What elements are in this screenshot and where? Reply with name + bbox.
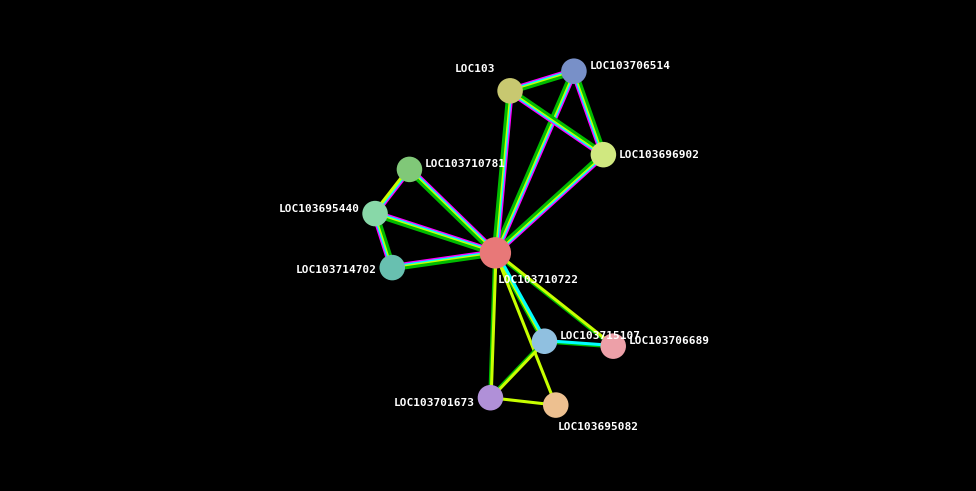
Text: LOC103715107: LOC103715107 bbox=[560, 331, 641, 341]
Circle shape bbox=[498, 78, 523, 104]
Text: LOC103: LOC103 bbox=[455, 64, 496, 74]
Text: LOC103696902: LOC103696902 bbox=[619, 150, 700, 160]
Text: LOC103706689: LOC103706689 bbox=[629, 336, 710, 346]
Circle shape bbox=[362, 201, 387, 226]
Text: LOC103714702: LOC103714702 bbox=[296, 265, 377, 275]
Circle shape bbox=[479, 237, 511, 269]
Text: LOC103695082: LOC103695082 bbox=[558, 422, 639, 432]
Circle shape bbox=[380, 255, 405, 280]
Text: LOC103701673: LOC103701673 bbox=[393, 398, 474, 408]
Circle shape bbox=[477, 385, 504, 410]
Circle shape bbox=[590, 142, 616, 167]
Text: LOC103710722: LOC103710722 bbox=[498, 275, 579, 285]
Text: LOC103706514: LOC103706514 bbox=[590, 61, 671, 71]
Circle shape bbox=[543, 392, 569, 418]
Circle shape bbox=[600, 333, 626, 359]
Circle shape bbox=[561, 58, 587, 84]
Circle shape bbox=[396, 157, 423, 182]
Text: LOC103710781: LOC103710781 bbox=[426, 160, 507, 169]
Text: LOC103695440: LOC103695440 bbox=[278, 204, 359, 214]
Circle shape bbox=[532, 328, 557, 354]
